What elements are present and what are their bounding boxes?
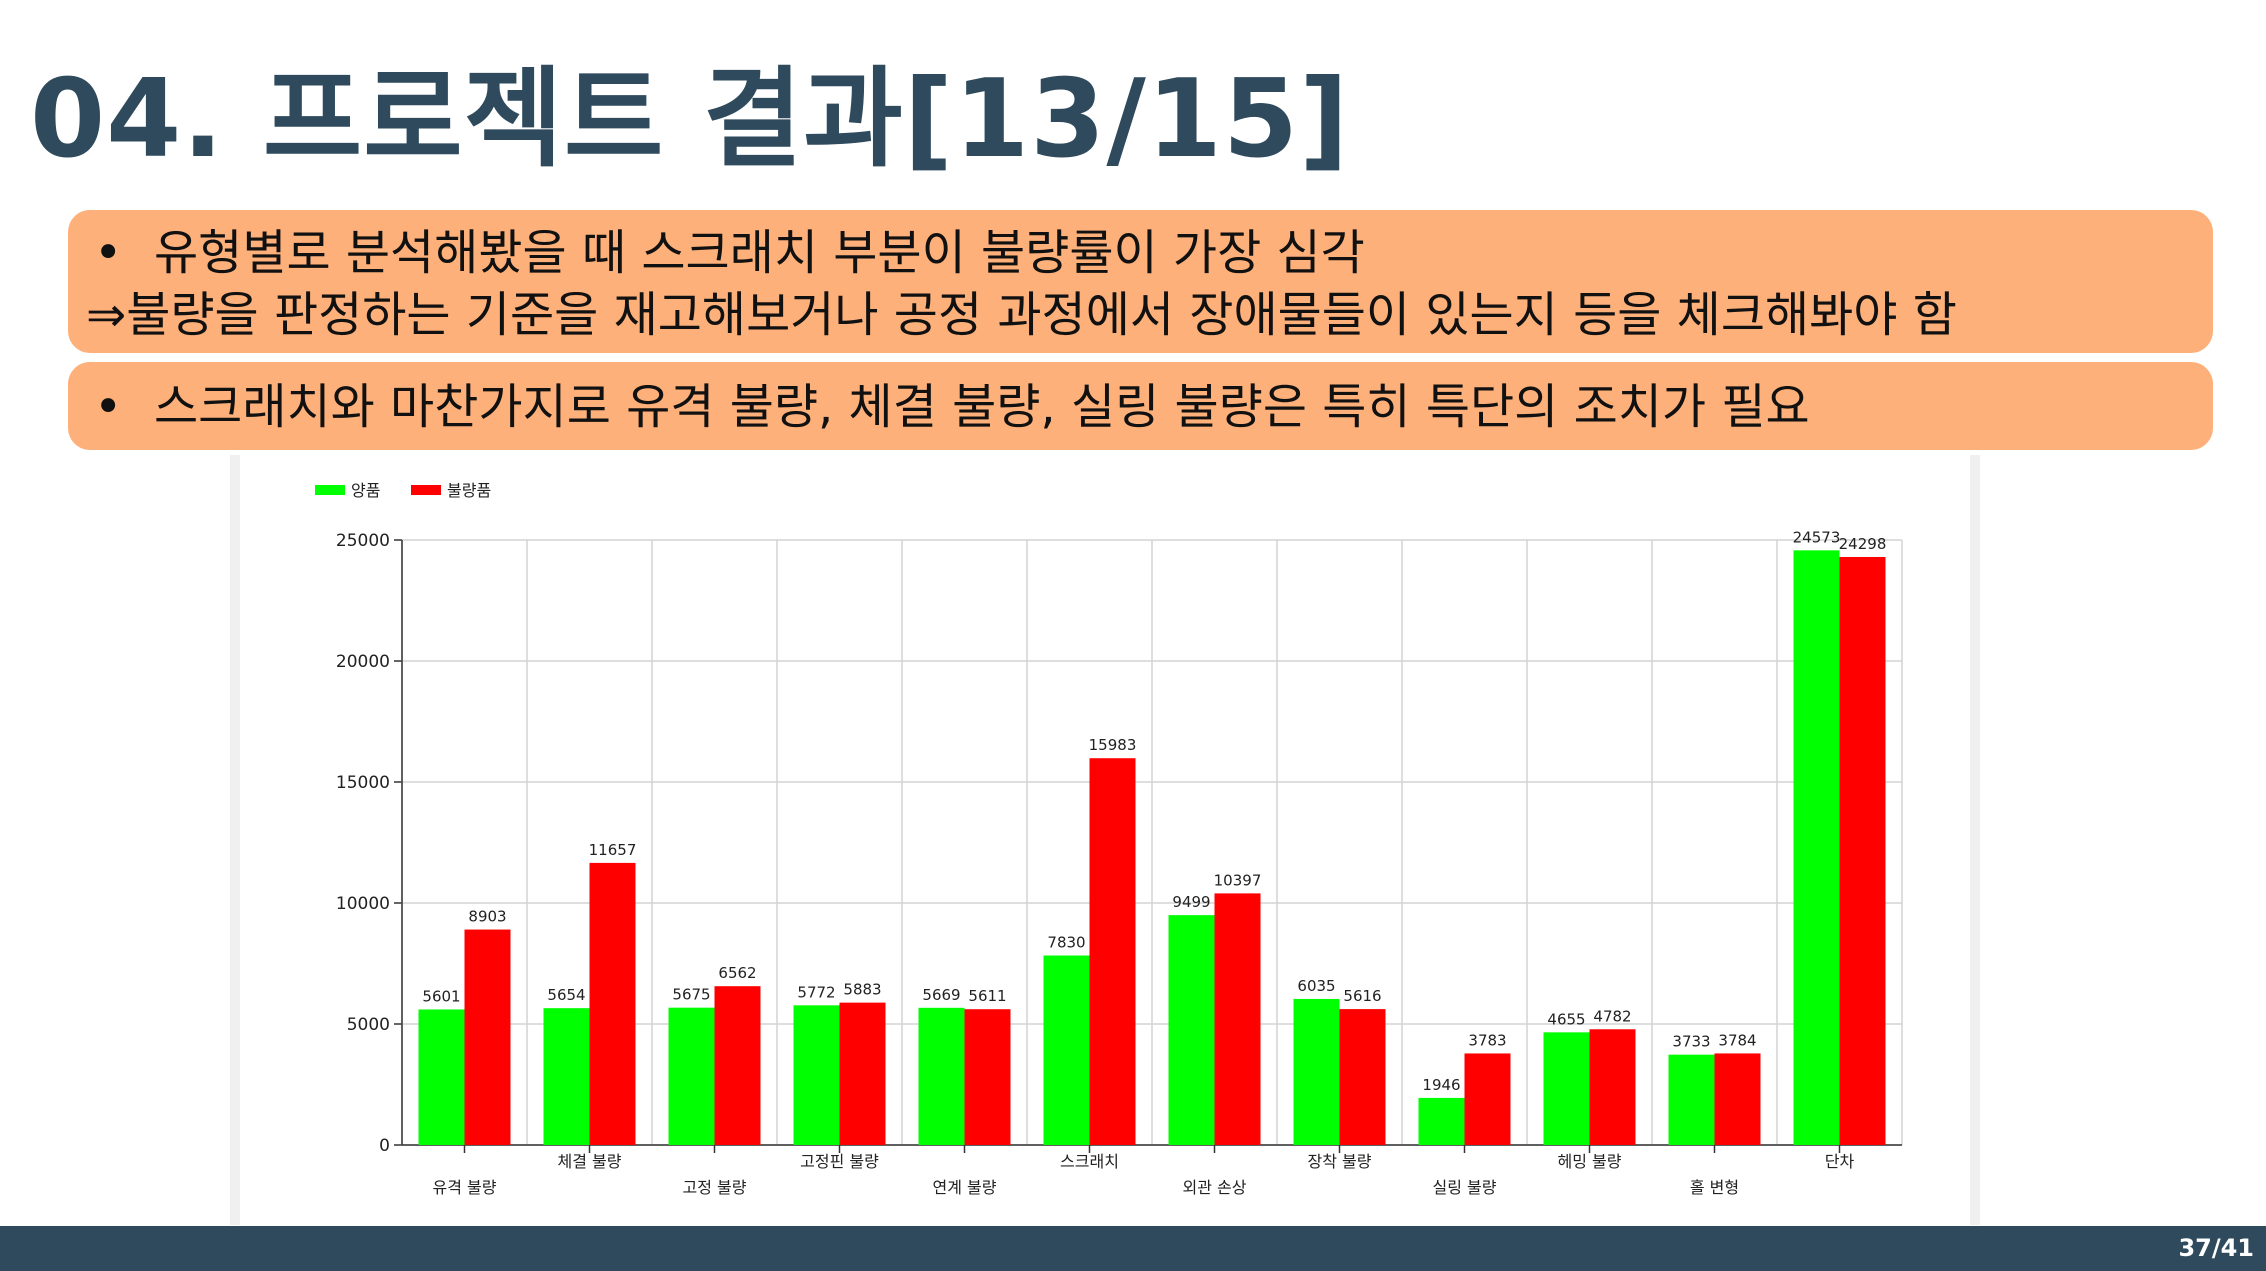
y-tick-label: 25000 bbox=[336, 531, 390, 551]
data-label: 4782 bbox=[1593, 1007, 1631, 1025]
bar-defect bbox=[1714, 1053, 1761, 1145]
note-line-1: • 유형별로 분석해봤을 때 스크래치 부분이 불량률이 가장 심각 bbox=[86, 222, 2213, 284]
legend-swatch bbox=[315, 485, 345, 495]
data-label: 7830 bbox=[1047, 934, 1085, 952]
y-tick-label: 15000 bbox=[336, 773, 390, 793]
bar-good bbox=[1043, 955, 1090, 1145]
data-label: 5654 bbox=[547, 986, 585, 1004]
data-label: 24298 bbox=[1839, 535, 1887, 553]
footer-bar: 37/41 bbox=[0, 1226, 2266, 1271]
legend-label: 불량품 bbox=[447, 481, 491, 500]
data-label: 4655 bbox=[1547, 1010, 1585, 1028]
note-line-2: ⇒불량을 판정하는 기준을 재고해보거나 공정 과정에서 장애물들이 있는지 등… bbox=[86, 284, 2213, 346]
x-tick-label: 체결 불량 bbox=[558, 1152, 622, 1171]
data-label: 3784 bbox=[1718, 1031, 1756, 1049]
note-text-2: 불량을 판정하는 기준을 재고해보거나 공정 과정에서 장애물들이 있는지 등을… bbox=[126, 287, 1957, 343]
bar-chart: 0 5000 10000 15000 20000 25000 5601 8903 유격 불량 56… bbox=[315, 481, 1903, 1197]
bar-good bbox=[1168, 915, 1215, 1145]
data-label: 3733 bbox=[1672, 1033, 1710, 1051]
data-label: 5772 bbox=[797, 983, 835, 1001]
x-tick-label: 유격 불량 bbox=[433, 1178, 497, 1197]
arrow-icon: ⇒ bbox=[86, 287, 127, 343]
slide-title: 04. 프로젝트 결과[13/15] bbox=[30, 57, 1350, 182]
note-box-2: • 스크래치와 마찬가지로 유격 불량, 체결 불량, 실링 불량은 특히 특단의… bbox=[68, 362, 2213, 450]
legend-swatch bbox=[411, 485, 441, 495]
data-label: 9499 bbox=[1172, 893, 1210, 911]
bar-defect bbox=[714, 986, 761, 1145]
data-label: 5616 bbox=[1343, 987, 1381, 1005]
bar-good bbox=[1793, 550, 1840, 1145]
data-label: 11657 bbox=[589, 841, 637, 859]
legend-label: 양품 bbox=[351, 481, 380, 500]
x-tick-label: 외관 손상 bbox=[1183, 1178, 1247, 1197]
data-label: 1946 bbox=[1422, 1076, 1460, 1094]
y-tick-label: 0 bbox=[379, 1136, 390, 1156]
bar-good bbox=[793, 1005, 840, 1145]
data-label: 6035 bbox=[1297, 977, 1335, 995]
x-tick-label: 고정핀 불량 bbox=[800, 1152, 879, 1171]
y-tick-label: 5000 bbox=[347, 1015, 390, 1035]
bar-good bbox=[543, 1008, 590, 1145]
x-tick-label: 실링 불량 bbox=[1433, 1178, 1497, 1197]
bar-good bbox=[1293, 998, 1340, 1145]
data-label: 5611 bbox=[968, 987, 1006, 1005]
note-box-1: • 유형별로 분석해봤을 때 스크래치 부분이 불량률이 가장 심각 ⇒불량을 판… bbox=[68, 210, 2213, 353]
bar-good bbox=[418, 1009, 465, 1145]
bullet-icon: • bbox=[94, 225, 123, 281]
y-tick-label: 10000 bbox=[336, 894, 390, 914]
data-label: 6562 bbox=[718, 964, 756, 982]
data-label: 5601 bbox=[422, 987, 460, 1005]
x-tick-label: 스크래치 bbox=[1060, 1152, 1119, 1171]
bar-defect bbox=[589, 862, 636, 1145]
data-label: 8903 bbox=[468, 908, 506, 926]
bullet-icon: • bbox=[94, 379, 123, 435]
page-number: 37/41 bbox=[2178, 1234, 2254, 1262]
note-text-3: 스크래치와 마찬가지로 유격 불량, 체결 불량, 실링 불량은 특히 특단의 … bbox=[154, 379, 1810, 435]
x-tick-label: 고정 불량 bbox=[683, 1178, 747, 1197]
data-label: 3783 bbox=[1468, 1031, 1506, 1049]
bar-good bbox=[1543, 1032, 1590, 1145]
x-tick-label: 장착 불량 bbox=[1308, 1152, 1372, 1171]
bar-good bbox=[918, 1007, 965, 1145]
bar-good bbox=[1418, 1097, 1465, 1145]
bar-defect bbox=[839, 1002, 886, 1145]
x-tick-label: 헤밍 불량 bbox=[1558, 1152, 1622, 1171]
data-label: 15983 bbox=[1089, 736, 1137, 754]
data-label: 5675 bbox=[672, 986, 710, 1004]
y-tick-label: 20000 bbox=[336, 652, 390, 672]
bar-defect bbox=[1339, 1009, 1386, 1145]
x-tick-label: 단차 bbox=[1825, 1152, 1855, 1171]
bar-defect bbox=[964, 1009, 1011, 1145]
x-tick-label: 연계 불량 bbox=[933, 1178, 997, 1197]
bar-defect bbox=[1089, 758, 1136, 1145]
bar-defect bbox=[1589, 1029, 1636, 1145]
data-label: 10397 bbox=[1214, 871, 1262, 889]
bar-good bbox=[1668, 1054, 1715, 1145]
data-label: 5883 bbox=[843, 981, 881, 999]
data-label: 5669 bbox=[922, 986, 960, 1004]
data-label: 24573 bbox=[1793, 528, 1841, 546]
bar-good bbox=[668, 1007, 715, 1145]
note-line-3: • 스크래치와 마찬가지로 유격 불량, 체결 불량, 실링 불량은 특히 특단의… bbox=[86, 376, 2213, 438]
note-text-1: 유형별로 분석해봤을 때 스크래치 부분이 불량률이 가장 심각 bbox=[154, 225, 1365, 281]
bar-defect bbox=[1464, 1053, 1511, 1145]
bar-defect bbox=[1839, 556, 1886, 1145]
chart-panel: 0 5000 10000 15000 20000 25000 5601 8903 유격 불량 56… bbox=[230, 455, 1980, 1225]
x-tick-label: 홀 변형 bbox=[1690, 1178, 1739, 1197]
bar-defect bbox=[1214, 893, 1261, 1145]
bar-defect bbox=[464, 929, 511, 1145]
